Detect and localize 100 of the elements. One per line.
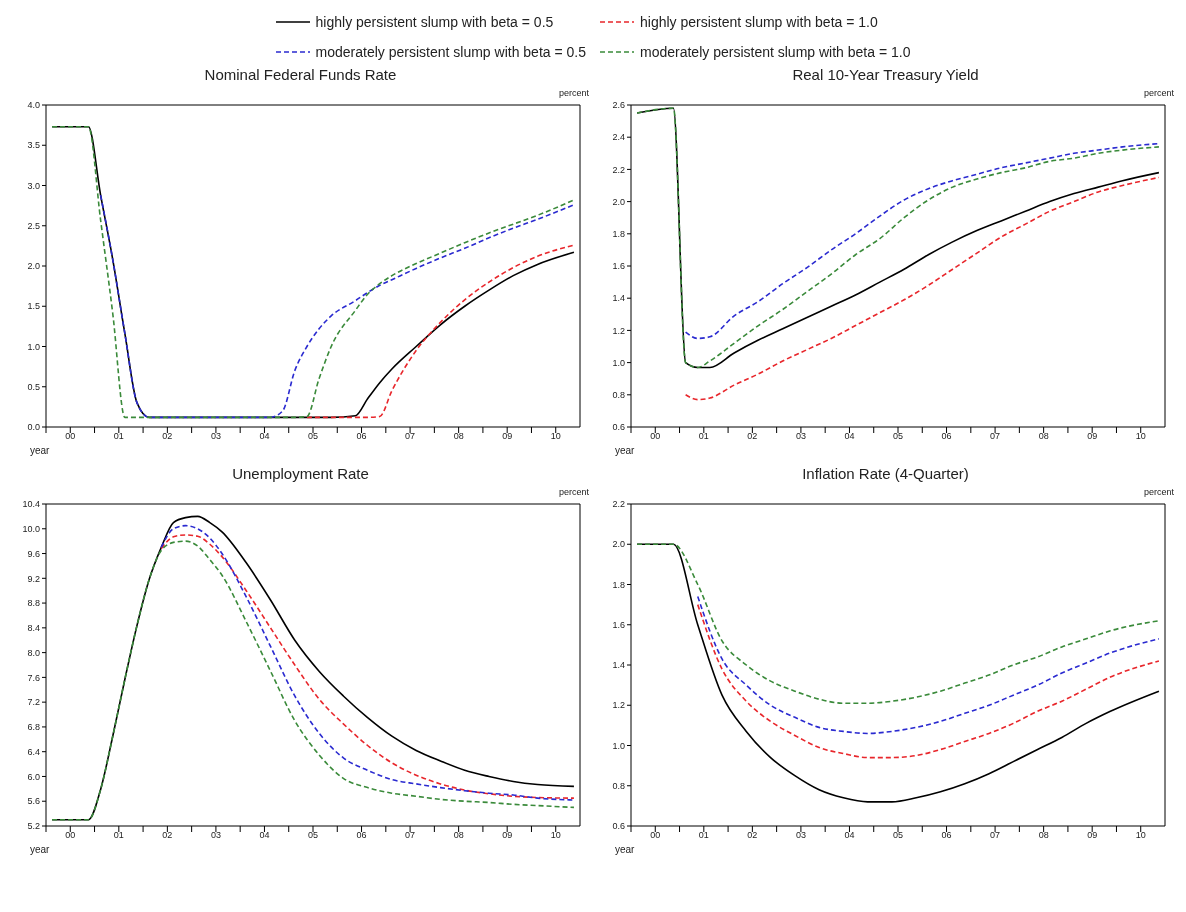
x-tick-label: 02 xyxy=(747,431,758,441)
x-tick-label: 03 xyxy=(210,830,221,840)
x-tick-label: 03 xyxy=(210,431,221,441)
line-series xyxy=(684,142,1160,340)
y-tick-label: 2.6 xyxy=(612,100,625,111)
x-tick-label: 06 xyxy=(941,830,952,840)
x-tick-label: 09 xyxy=(1087,830,1098,840)
x-tick-label: 00 xyxy=(65,431,76,441)
y-axis-title: percent xyxy=(557,88,590,100)
y-tick-label: 1.2 xyxy=(612,700,625,711)
y-tick-label: 1.0 xyxy=(612,357,625,368)
x-tick-label: 08 xyxy=(453,830,464,840)
x-tick-label: 01 xyxy=(113,830,124,840)
y-tick-label: 2.0 xyxy=(612,196,625,207)
x-tick-label: 10 xyxy=(550,830,561,840)
x-tick-label: 09 xyxy=(502,431,513,441)
x-tick-label: 00 xyxy=(650,431,661,441)
legend-label: highly persistent slump with beta = 1.0 xyxy=(640,14,878,30)
y-tick-label: 5.6 xyxy=(27,796,40,807)
y-tick-label: 1.8 xyxy=(612,579,625,590)
y-tick-label: 1.0 xyxy=(27,341,40,352)
x-tick-label: 04 xyxy=(259,830,270,840)
y-tick-label: 2.4 xyxy=(612,132,625,143)
x-tick-label: 01 xyxy=(698,431,709,441)
y-tick-label: 10.4 xyxy=(22,499,40,510)
x-tick-label: 07 xyxy=(990,431,1001,441)
y-tick-label: 0.0 xyxy=(27,422,40,433)
x-tick-label: 08 xyxy=(453,431,464,441)
y-tick-label: 1.5 xyxy=(27,301,40,312)
x-tick-label: 04 xyxy=(844,431,855,441)
x-tick-label: 04 xyxy=(259,431,270,441)
y-axis-title: percent xyxy=(1142,487,1175,499)
x-tick-label: 06 xyxy=(356,830,367,840)
x-tick-label: 08 xyxy=(1038,431,1049,441)
x-tick-label: 02 xyxy=(162,431,173,441)
x-tick-label: 10 xyxy=(1135,431,1146,441)
y-tick-label: 0.6 xyxy=(612,821,625,832)
x-tick-label: 03 xyxy=(795,431,806,441)
x-tick-label: 00 xyxy=(65,830,76,840)
y-tick-label: 8.8 xyxy=(27,598,40,609)
y-axis-title: percent xyxy=(557,487,590,499)
x-tick-label: 07 xyxy=(405,830,416,840)
y-tick-label: 7.6 xyxy=(27,672,40,683)
y-tick-label: 2.0 xyxy=(612,539,625,550)
line-series xyxy=(636,543,1160,705)
y-tick-label: 9.2 xyxy=(27,573,40,584)
y-tick-label: 3.0 xyxy=(27,180,40,191)
y-tick-label: 1.0 xyxy=(612,740,625,751)
chart-title: Nominal Federal Funds Rate xyxy=(203,66,398,85)
x-tick-label: 09 xyxy=(1087,431,1098,441)
y-tick-label: 6.4 xyxy=(27,746,40,757)
y-tick-label: 0.5 xyxy=(27,381,40,392)
x-tick-label: 01 xyxy=(113,431,124,441)
line-series xyxy=(99,194,575,419)
y-tick-label: 1.8 xyxy=(612,229,625,239)
x-tick-label: 10 xyxy=(550,431,561,441)
legend-label: moderately persistent slump with beta = 1.0 xyxy=(640,44,911,60)
x-tick-label: 05 xyxy=(892,431,904,441)
y-tick-label: 5.2 xyxy=(27,821,40,832)
x-tick-label: 09 xyxy=(502,830,513,840)
y-tick-label: 1.6 xyxy=(612,619,625,630)
y-tick-label: 8.0 xyxy=(27,647,40,658)
x-tick-label: 00 xyxy=(650,830,661,840)
y-tick-label: 2.5 xyxy=(27,220,40,231)
x-tick-label: 07 xyxy=(990,830,1001,840)
line-series xyxy=(696,595,1160,735)
x-tick-label: 05 xyxy=(307,431,319,441)
chart-title: Unemployment Rate xyxy=(231,465,370,484)
x-tick-label: 03 xyxy=(795,830,806,840)
x-axis-title: year xyxy=(29,445,51,458)
line-series xyxy=(51,125,575,419)
y-tick-label: 1.4 xyxy=(612,293,625,304)
x-tick-label: 07 xyxy=(405,431,416,441)
y-tick-label: 10.0 xyxy=(22,523,40,534)
y-tick-label: 2.2 xyxy=(612,164,625,175)
y-tick-label: 0.8 xyxy=(612,780,625,791)
y-tick-label: 2.0 xyxy=(27,261,40,272)
x-axis-title: year xyxy=(614,445,636,458)
y-tick-label: 4.0 xyxy=(27,100,40,111)
y-tick-label: 9.6 xyxy=(27,548,40,559)
x-tick-label: 08 xyxy=(1038,830,1049,840)
y-tick-label: 6.8 xyxy=(27,722,40,733)
x-axis-title: year xyxy=(614,844,636,857)
y-tick-label: 1.2 xyxy=(612,325,625,336)
x-tick-label: 05 xyxy=(892,830,904,840)
x-tick-label: 02 xyxy=(747,830,758,840)
y-tick-label: 3.5 xyxy=(27,140,40,151)
y-tick-label: 0.8 xyxy=(612,389,625,400)
line-series xyxy=(306,244,575,419)
y-tick-label: 7.2 xyxy=(27,697,40,708)
y-tick-label: 6.0 xyxy=(27,771,40,782)
chart-title: Real 10-Year Treasury Yield xyxy=(791,66,980,85)
y-tick-label: 2.2 xyxy=(612,499,625,510)
legend-label: highly persistent slump with beta = 0.5 xyxy=(315,14,554,30)
y-tick-label: 8.4 xyxy=(27,623,40,634)
x-tick-label: 06 xyxy=(941,431,952,441)
y-tick-label: 1.4 xyxy=(612,660,625,671)
x-tick-label: 10 xyxy=(1135,830,1146,840)
line-series xyxy=(696,603,1160,759)
x-axis-title: year xyxy=(29,844,51,857)
